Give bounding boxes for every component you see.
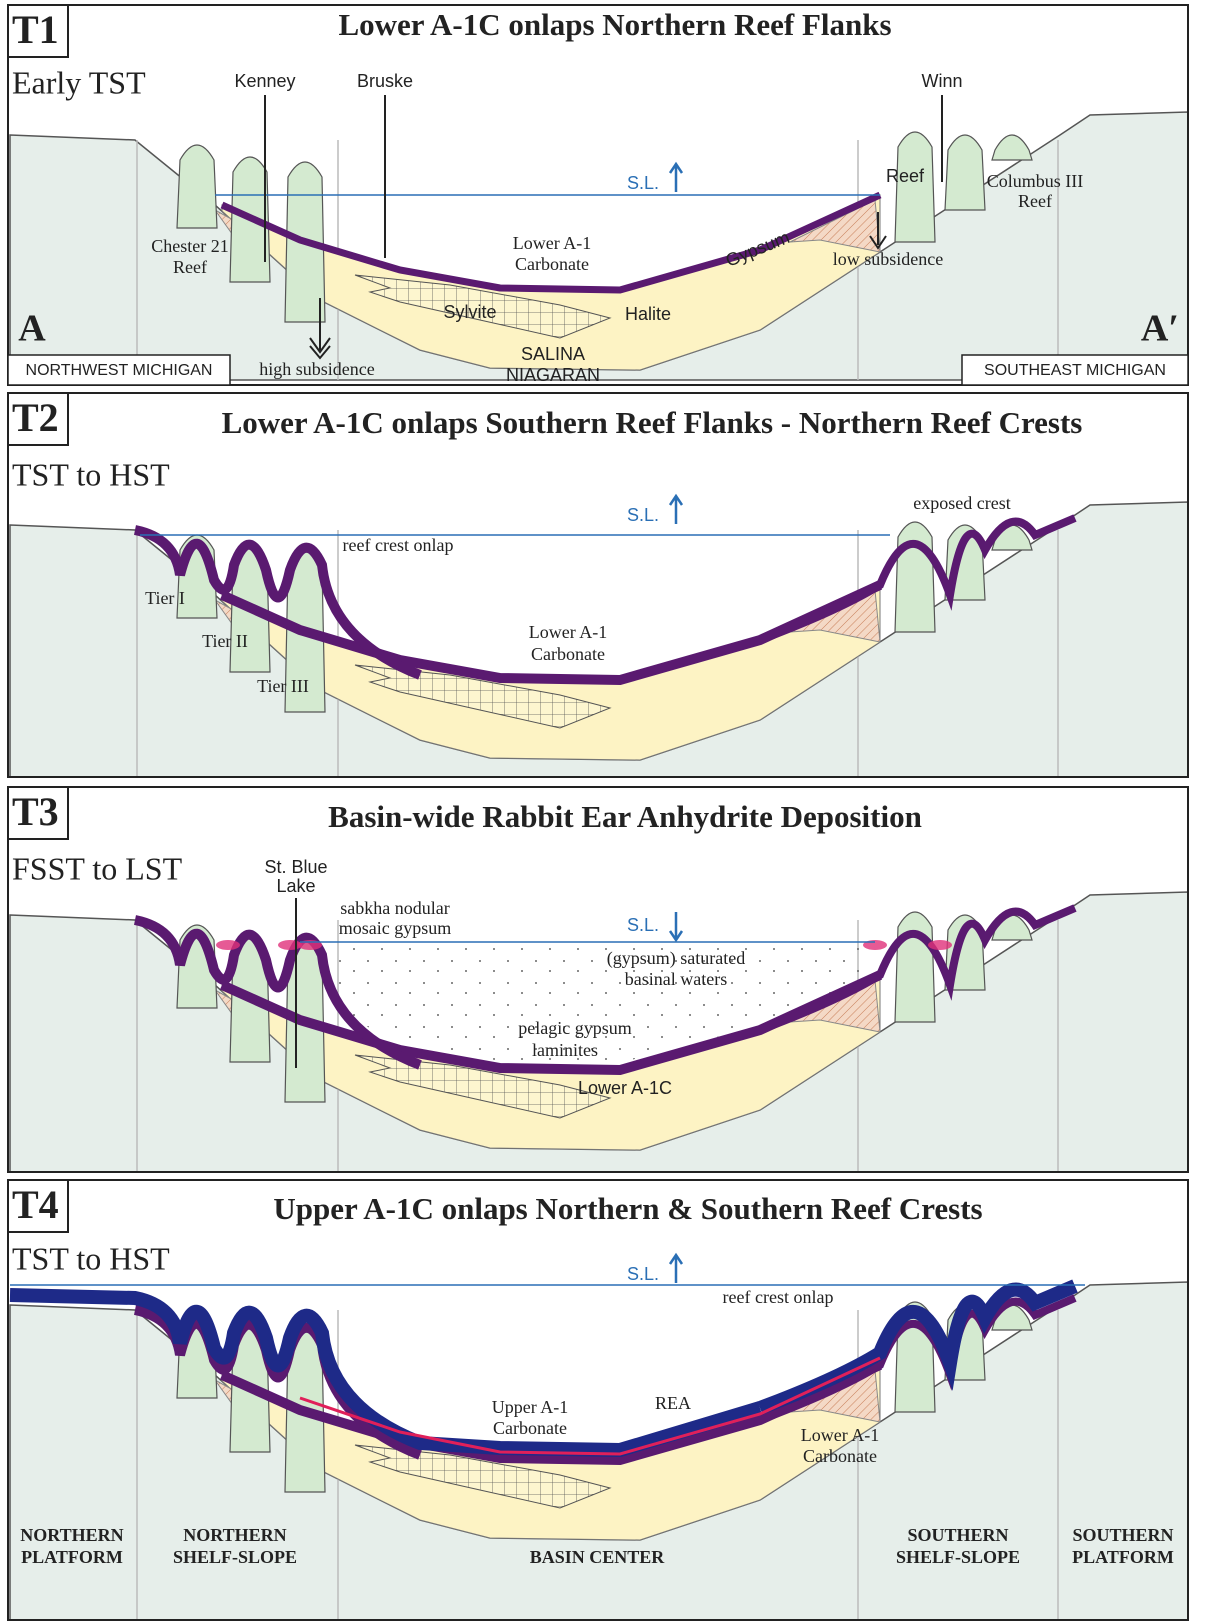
annotation: St. Blue	[264, 857, 327, 877]
zone-label: PLATFORM	[21, 1547, 123, 1567]
annotation: low subsidence	[833, 249, 943, 269]
page: T1 Lower A-1C onlaps Northern Reef Flank…	[0, 0, 1231, 1624]
stage: Early TST	[12, 64, 146, 100]
panel-title: Lower A-1C onlaps Northern Reef Flanks	[338, 7, 891, 42]
annotation: Bruske	[357, 71, 413, 91]
geology	[10, 112, 1188, 1620]
panel-title: Basin-wide Rabbit Ear Anhydrite Depositi…	[328, 799, 922, 834]
sea-level: S.L.	[627, 505, 659, 525]
annotation: Kenney	[234, 71, 295, 91]
annotation: Carbonate	[515, 254, 589, 274]
annotation: Lower A-1	[513, 233, 591, 253]
annotation: laminites	[532, 1040, 598, 1060]
annotation: Winn	[921, 71, 962, 91]
annotation: pelagic gypsum	[518, 1018, 631, 1038]
panel-label: T2	[12, 395, 59, 440]
stage: FSST to LST	[12, 850, 183, 886]
gypsum-nodules	[928, 940, 952, 950]
annotation: Reef	[886, 166, 925, 186]
annotation: Tier II	[202, 631, 248, 651]
zone-label: NORTHERN	[20, 1525, 123, 1545]
sea-level: S.L.	[627, 1264, 659, 1284]
panel-title: Lower A-1C onlaps Southern Reef Flanks -…	[222, 405, 1083, 440]
panel-label: T4	[12, 1182, 59, 1227]
annotation: basinal waters	[625, 969, 727, 989]
annotation: Lower A-1C	[578, 1078, 672, 1098]
annotation: reef crest onlap	[343, 535, 454, 555]
annotation: Reef	[1018, 191, 1052, 211]
annotation: Sylvite	[443, 302, 496, 322]
diagram: T1 Lower A-1C onlaps Northern Reef Flank…	[0, 0, 1231, 1624]
annotation: Tier I	[145, 588, 185, 608]
section-end: A	[18, 308, 46, 350]
annotation: Tier III	[257, 676, 309, 696]
panel-title: Upper A-1C onlaps Northern & Southern Re…	[273, 1191, 982, 1226]
section-end: A′	[1141, 308, 1179, 350]
annotation: Lower A-1	[801, 1425, 879, 1445]
reef	[945, 135, 985, 210]
reef	[895, 522, 935, 632]
annotation: Columbus III	[987, 171, 1084, 191]
annotation: Halite	[625, 304, 671, 324]
zone-label: PLATFORM	[1072, 1547, 1174, 1567]
annotation: Carbonate	[493, 1418, 567, 1438]
reef	[177, 145, 217, 228]
zone-label: NORTHERN	[183, 1525, 286, 1545]
panel-label: T3	[12, 789, 59, 834]
location: NORTHWEST MICHIGAN	[26, 362, 213, 379]
gypsum-nodules	[216, 940, 240, 950]
location: SOUTHEAST MICHIGAN	[984, 362, 1166, 379]
reef	[895, 132, 935, 242]
zone-label: BASIN CENTER	[530, 1547, 666, 1567]
annotation: high subsidence	[259, 359, 374, 379]
annotation: NIAGARAN	[506, 365, 600, 385]
stage: TST to HST	[12, 456, 170, 492]
annotation: Chester 21	[151, 236, 228, 256]
annotation: reef crest onlap	[723, 1287, 834, 1307]
annotation: exposed crest	[913, 493, 1010, 513]
sea-level: S.L.	[627, 915, 659, 935]
cross-section	[10, 1282, 1188, 1620]
annotation: sabkha nodular	[340, 898, 449, 918]
stage: TST to HST	[12, 1240, 170, 1276]
reef	[992, 135, 1032, 160]
sea-level: S.L.	[627, 173, 659, 193]
annotation: Reef	[173, 257, 207, 277]
annotation: Lower A-1	[529, 622, 607, 642]
annotation: mosaic gypsum	[339, 918, 452, 938]
zone-label: SOUTHERN	[1072, 1525, 1173, 1545]
annotation: Carbonate	[803, 1446, 877, 1466]
annotation: SALINA	[521, 344, 585, 364]
annotation: Carbonate	[531, 644, 605, 664]
annotation: REA	[655, 1393, 691, 1413]
zone-label: SHELF-SLOPE	[173, 1547, 297, 1567]
reef	[895, 912, 935, 1022]
annotation: (gypsum) saturated	[607, 948, 745, 969]
annotation: Upper A-1	[492, 1397, 568, 1417]
zone-label: SHELF-SLOPE	[896, 1547, 1020, 1567]
annotation: Lake	[276, 876, 315, 896]
panel-label: T1	[12, 7, 59, 52]
zone-label: SOUTHERN	[907, 1525, 1008, 1545]
